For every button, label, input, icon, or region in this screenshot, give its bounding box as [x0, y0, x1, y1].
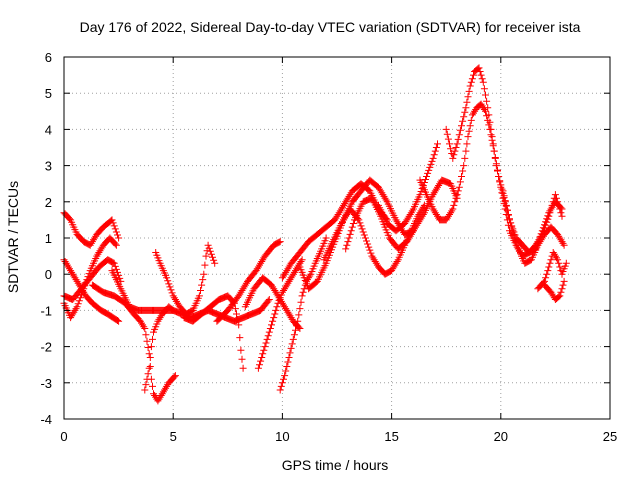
plus-markers — [499, 187, 566, 256]
y-tick-label: 5 — [45, 86, 52, 101]
x-tick-label: 0 — [60, 429, 67, 444]
plus-markers — [141, 303, 177, 394]
chart-title: Day 176 of 2022, Sidereal Day-to-day VTE… — [80, 19, 581, 35]
satellite-arc-17 — [375, 140, 441, 235]
satellite-arc-7 — [152, 241, 219, 318]
x-tick-label: 25 — [603, 429, 617, 444]
plus-markers — [534, 249, 570, 293]
y-tick-label: 4 — [45, 122, 52, 137]
plus-markers — [276, 234, 330, 394]
data-points — [60, 64, 570, 405]
y-tick-label: -4 — [40, 412, 52, 427]
satellite-arc-8 — [180, 292, 247, 372]
y-tick-label: 3 — [45, 159, 52, 174]
satellite-arc-6 — [141, 303, 177, 394]
plus-markers — [213, 238, 284, 325]
plus-markers — [241, 274, 304, 332]
x-tick-label: 10 — [275, 429, 289, 444]
y-tick-label: 2 — [45, 195, 52, 210]
y-tick-label: -3 — [40, 376, 52, 391]
satellite-arc-4 — [88, 281, 179, 405]
y-tick-label: 1 — [45, 231, 52, 246]
satellite-arc-22 — [541, 277, 568, 303]
plus-markers — [88, 281, 179, 405]
plus-markers — [254, 256, 306, 372]
y-tick-label: 0 — [45, 267, 52, 282]
satellite-arc-12 — [276, 234, 330, 394]
x-tick-label: 5 — [170, 429, 177, 444]
x-tick-label: 20 — [494, 429, 508, 444]
plus-markers — [152, 241, 219, 318]
satellite-arc-15 — [320, 201, 428, 278]
satellite-arc-11 — [254, 256, 306, 372]
y-axis-label: SDTVAR / TECUs — [5, 181, 21, 293]
satellite-arc-20 — [499, 187, 566, 256]
axis-ticks: 0 5 10 15 20 25 -4 -3 -2 -1 0 1 2 3 4 5 6 — [40, 50, 617, 444]
satellite-arc-10 — [241, 274, 304, 332]
x-tick-label: 15 — [384, 429, 398, 444]
plus-markers — [541, 277, 568, 303]
x-axis-label: GPS time / hours — [282, 457, 389, 473]
plus-markers — [180, 292, 247, 372]
plus-markers — [375, 140, 441, 235]
y-tick-label: -2 — [40, 340, 52, 355]
plus-markers — [320, 201, 428, 278]
satellite-arc-9 — [213, 238, 284, 325]
y-tick-label: 6 — [45, 50, 52, 65]
y-tick-label: -1 — [40, 303, 52, 318]
satellite-arc-21 — [534, 249, 570, 293]
